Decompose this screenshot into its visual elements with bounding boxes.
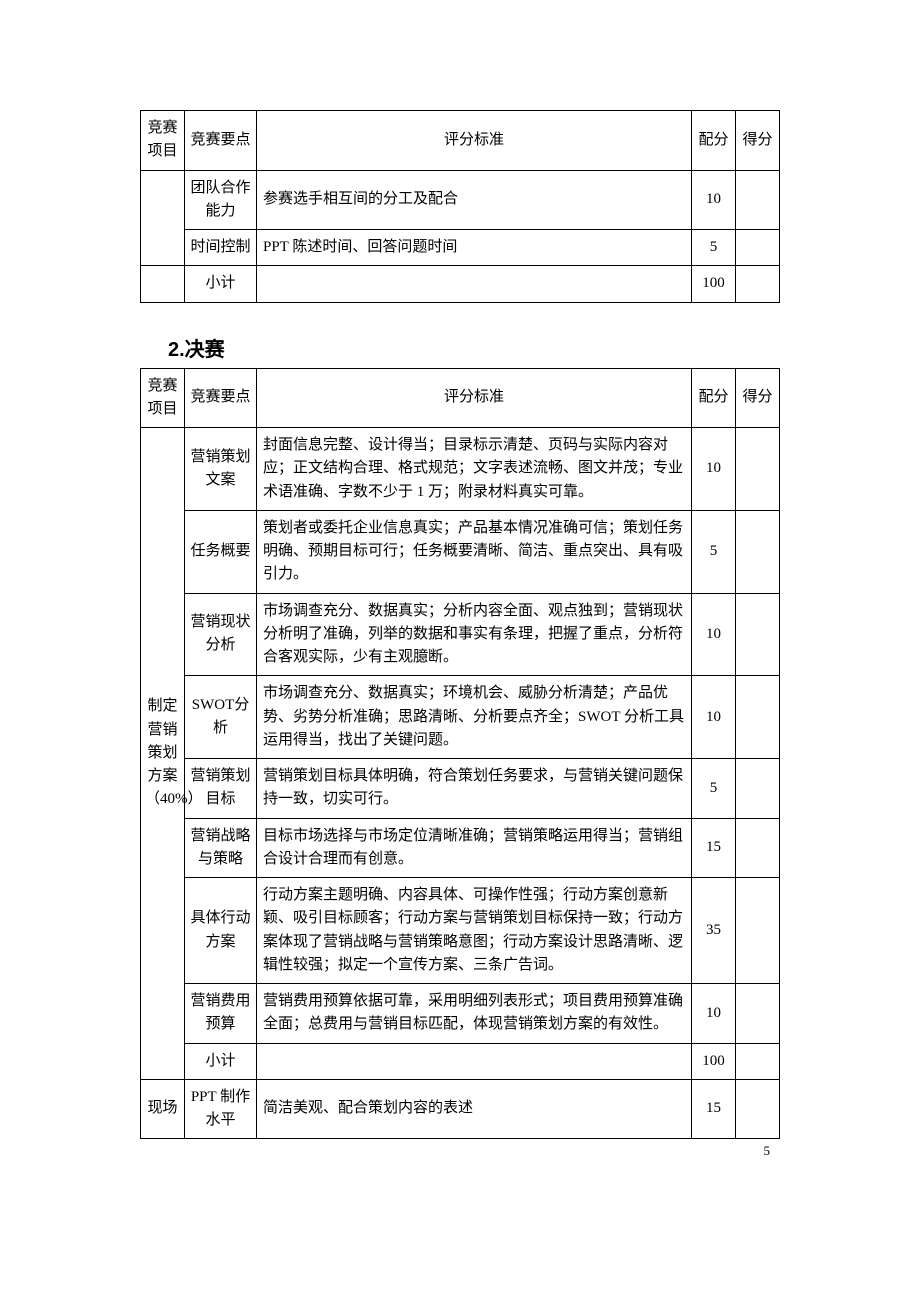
cell-peifen: 10 (692, 676, 736, 759)
cell-peifen: 100 (692, 1043, 736, 1079)
cell-defen (736, 1080, 780, 1139)
table-row: 时间控制 PPT 陈述时间、回答问题时间 5 (141, 230, 780, 266)
cell-std: 营销策划目标具体明确，符合策划任务要求，与营销关键问题保持一致，切实可行。 (257, 759, 692, 819)
cell-peifen: 10 (692, 170, 736, 230)
cell-std (257, 266, 692, 302)
header-point: 竞赛要点 (185, 111, 257, 171)
cell-point: PPT 制作水平 (185, 1080, 257, 1139)
page-number: 5 (764, 1143, 771, 1159)
cell-peifen: 5 (692, 759, 736, 819)
cell-peifen: 100 (692, 266, 736, 302)
header-peifen: 配分 (692, 368, 736, 428)
cell-peifen: 10 (692, 428, 736, 511)
cell-proj: 制定营销策划方案（40%） (141, 428, 185, 1080)
cell-point: 营销战略与策略 (185, 818, 257, 878)
document-page: 竞赛项目 竞赛要点 评分标准 配分 得分 团队合作能力 参赛选手相互间的分工及配… (140, 110, 780, 1139)
scoring-table-1: 竞赛项目 竞赛要点 评分标准 配分 得分 团队合作能力 参赛选手相互间的分工及配… (140, 110, 780, 303)
cell-peifen: 15 (692, 1080, 736, 1139)
table-row: 营销现状分析 市场调查充分、数据真实；分析内容全面、观点独到；营销现状分析明了准… (141, 593, 780, 676)
cell-peifen: 10 (692, 593, 736, 676)
cell-std: 封面信息完整、设计得当；目录标示清楚、页码与实际内容对应；正文结构合理、格式规范… (257, 428, 692, 511)
scoring-table-3: 现场 PPT 制作水平 简洁美观、配合策划内容的表述 15 (140, 1080, 780, 1140)
table-row: 任务概要 策划者或委托企业信息真实；产品基本情况准确可信；策划任务明确、预期目标… (141, 510, 780, 593)
table-row: 制定营销策划方案（40%） 营销策划文案 封面信息完整、设计得当；目录标示清楚、… (141, 428, 780, 511)
table-row: SWOT分析 市场调查充分、数据真实；环境机会、威胁分析清楚；产品优势、劣势分析… (141, 676, 780, 759)
header-defen: 得分 (736, 368, 780, 428)
cell-defen (736, 593, 780, 676)
header-proj: 竞赛项目 (141, 368, 185, 428)
table-row: 现场 PPT 制作水平 简洁美观、配合策划内容的表述 15 (141, 1080, 780, 1139)
cell-defen (736, 428, 780, 511)
cell-peifen: 10 (692, 984, 736, 1044)
cell-peifen: 35 (692, 878, 736, 984)
header-peifen: 配分 (692, 111, 736, 171)
cell-peifen: 15 (692, 818, 736, 878)
cell-point: 营销费用预算 (185, 984, 257, 1044)
cell-point: 营销现状分析 (185, 593, 257, 676)
scoring-table-2: 竞赛项目 竞赛要点 评分标准 配分 得分 制定营销策划方案（40%） 营销策划文… (140, 368, 780, 1080)
cell-std: 参赛选手相互间的分工及配合 (257, 170, 692, 230)
cell-defen (736, 510, 780, 593)
table-row: 小计 100 (141, 266, 780, 302)
header-std: 评分标准 (257, 368, 692, 428)
cell-point: 任务概要 (185, 510, 257, 593)
table-row: 营销策划目标 营销策划目标具体明确，符合策划任务要求，与营销关键问题保持一致，切… (141, 759, 780, 819)
cell-std: 营销费用预算依据可靠，采用明细列表形式；项目费用预算准确全面；总费用与营销目标匹… (257, 984, 692, 1044)
cell-point: 营销策划目标 (185, 759, 257, 819)
cell-defen (736, 984, 780, 1044)
table-row: 营销费用预算 营销费用预算依据可靠，采用明细列表形式；项目费用预算准确全面；总费… (141, 984, 780, 1044)
header-std: 评分标准 (257, 111, 692, 171)
cell-peifen: 5 (692, 230, 736, 266)
header-defen: 得分 (736, 111, 780, 171)
cell-defen (736, 170, 780, 230)
cell-defen (736, 230, 780, 266)
section-heading-finals: 2.决赛 (168, 333, 780, 362)
cell-proj-empty (141, 170, 185, 266)
cell-proj: 现场 (141, 1080, 185, 1139)
table-row: 小计 100 (141, 1043, 780, 1079)
cell-std: 行动方案主题明确、内容具体、可操作性强；行动方案创意新颖、吸引目标顾客；行动方案… (257, 878, 692, 984)
cell-std: 策划者或委托企业信息真实；产品基本情况准确可信；策划任务明确、预期目标可行；任务… (257, 510, 692, 593)
cell-point: 营销策划文案 (185, 428, 257, 511)
cell-point: 团队合作能力 (185, 170, 257, 230)
cell-defen (736, 676, 780, 759)
cell-proj-empty (141, 266, 185, 302)
cell-defen (736, 759, 780, 819)
table-row: 营销战略与策略 目标市场选择与市场定位清晰准确；营销策略运用得当；营销组合设计合… (141, 818, 780, 878)
cell-std: PPT 陈述时间、回答问题时间 (257, 230, 692, 266)
cell-defen (736, 878, 780, 984)
header-point: 竞赛要点 (185, 368, 257, 428)
cell-std: 市场调查充分、数据真实；分析内容全面、观点独到；营销现状分析明了准确，列举的数据… (257, 593, 692, 676)
cell-std: 简洁美观、配合策划内容的表述 (257, 1080, 692, 1139)
cell-std: 目标市场选择与市场定位清晰准确；营销策略运用得当；营销组合设计合理而有创意。 (257, 818, 692, 878)
cell-point: 具体行动方案 (185, 878, 257, 984)
cell-point: 小计 (185, 1043, 257, 1079)
table-header-row: 竞赛项目 竞赛要点 评分标准 配分 得分 (141, 368, 780, 428)
header-proj: 竞赛项目 (141, 111, 185, 171)
cell-point: SWOT分析 (185, 676, 257, 759)
table-row: 团队合作能力 参赛选手相互间的分工及配合 10 (141, 170, 780, 230)
cell-point: 时间控制 (185, 230, 257, 266)
cell-defen (736, 266, 780, 302)
cell-peifen: 5 (692, 510, 736, 593)
cell-defen (736, 1043, 780, 1079)
cell-std (257, 1043, 692, 1079)
table-header-row: 竞赛项目 竞赛要点 评分标准 配分 得分 (141, 111, 780, 171)
cell-defen (736, 818, 780, 878)
cell-point: 小计 (185, 266, 257, 302)
table-row: 具体行动方案 行动方案主题明确、内容具体、可操作性强；行动方案创意新颖、吸引目标… (141, 878, 780, 984)
cell-std: 市场调查充分、数据真实；环境机会、威胁分析清楚；产品优势、劣势分析准确；思路清晰… (257, 676, 692, 759)
